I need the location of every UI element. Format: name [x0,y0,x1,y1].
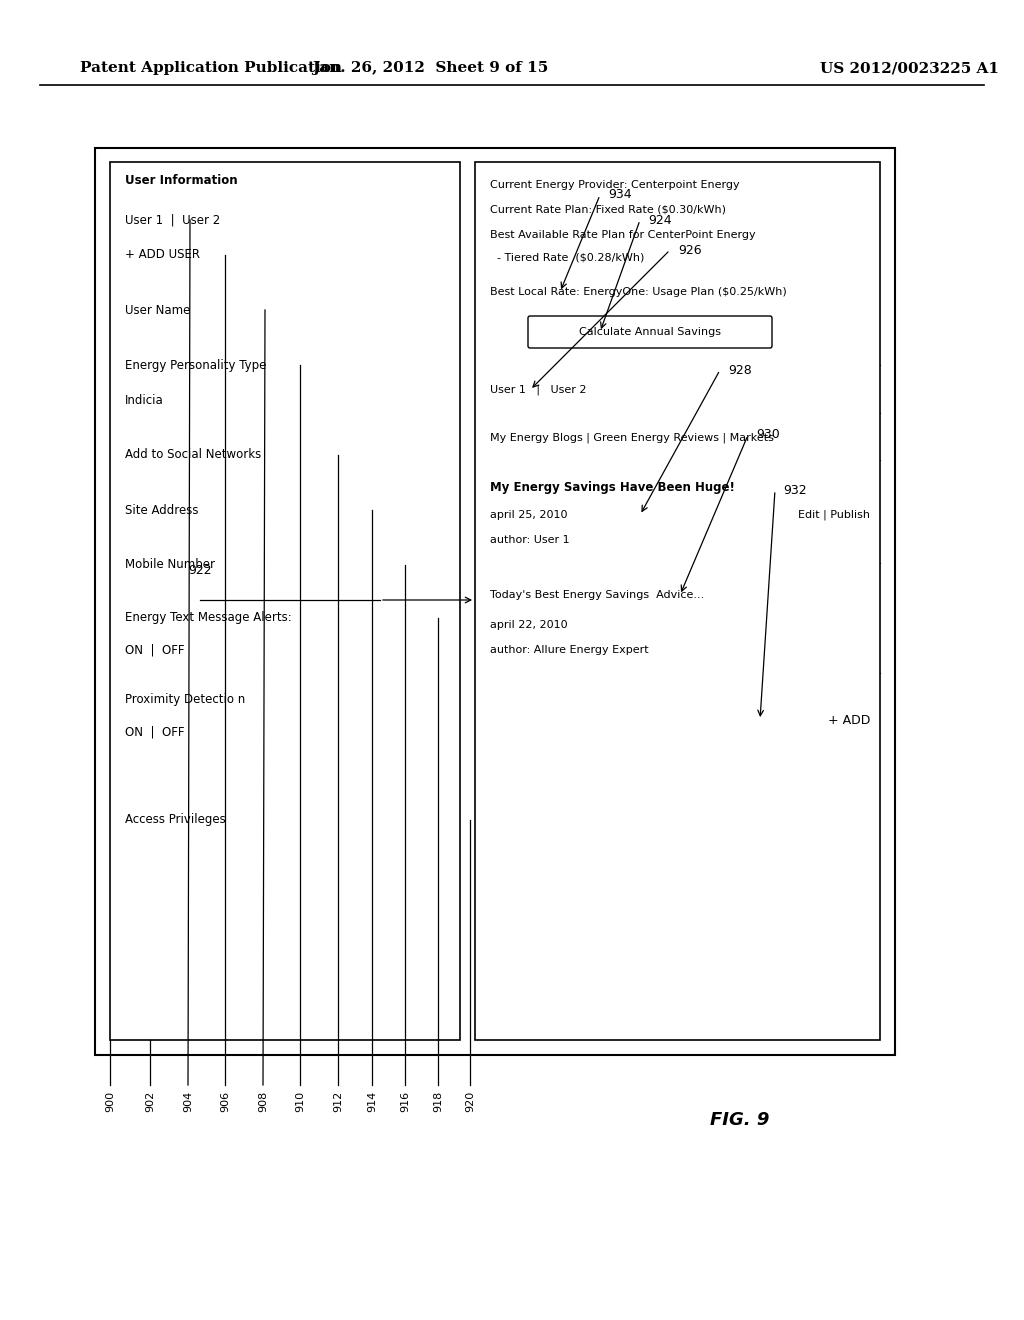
Text: 910: 910 [295,1092,305,1113]
Text: 926: 926 [678,243,701,256]
Text: Today's Best Energy Savings  Advice...: Today's Best Energy Savings Advice... [490,590,705,601]
Text: - Tiered Rate  ($0.28/kWh): - Tiered Rate ($0.28/kWh) [490,253,644,263]
Text: My Energy Blogs | Green Energy Reviews | Markets: My Energy Blogs | Green Energy Reviews |… [490,433,774,444]
Text: ON  |  OFF: ON | OFF [125,726,184,738]
Text: User Name: User Name [125,304,190,317]
Text: Energy Text Message Alerts:: Energy Text Message Alerts: [125,611,292,624]
Text: + ADD: + ADD [827,714,870,726]
Text: 930: 930 [756,429,779,441]
Text: Site Address: Site Address [125,503,199,516]
Text: 918: 918 [433,1092,443,1113]
Text: 904: 904 [183,1092,193,1113]
Text: Jan. 26, 2012  Sheet 9 of 15: Jan. 26, 2012 Sheet 9 of 15 [312,61,548,75]
Text: User Information: User Information [125,173,238,186]
Text: My Energy Savings Have Been Huge!: My Energy Savings Have Been Huge! [490,482,735,495]
Text: Edit | Publish: Edit | Publish [798,510,870,520]
Text: Mobile Number: Mobile Number [125,558,215,572]
Text: 934: 934 [608,189,632,202]
Text: author: User 1: author: User 1 [490,535,569,545]
Text: 902: 902 [145,1092,155,1113]
Text: US 2012/0023225 A1: US 2012/0023225 A1 [820,61,999,75]
Text: Current Rate Plan: Fixed Rate ($0.30/kWh): Current Rate Plan: Fixed Rate ($0.30/kWh… [490,205,726,215]
Bar [110,162,460,1040]
Text: author: Allure Energy Expert: author: Allure Energy Expert [490,645,648,655]
Bar [95,148,895,1055]
Text: 914: 914 [367,1092,377,1113]
Text: Add to Social Networks: Add to Social Networks [125,449,261,462]
Bar [475,162,880,1040]
Text: User 1   |   User 2: User 1 | User 2 [490,384,587,395]
Text: Energy Personality Type: Energy Personality Type [125,359,266,371]
Text: 912: 912 [333,1092,343,1113]
Text: 932: 932 [783,483,807,496]
FancyBboxPatch shape [528,315,772,348]
Text: Best Available Rate Plan for CenterPoint Energy: Best Available Rate Plan for CenterPoint… [490,230,756,240]
Text: 906: 906 [220,1092,230,1113]
Text: Current Energy Provider: Centerpoint Energy: Current Energy Provider: Centerpoint Ene… [490,180,739,190]
Text: 928: 928 [728,363,752,376]
Text: april 25, 2010: april 25, 2010 [490,510,567,520]
Text: Access Privileges: Access Privileges [125,813,225,826]
Text: 908: 908 [258,1092,268,1113]
Text: 922: 922 [188,564,212,577]
Text: User 1  |  User 2: User 1 | User 2 [125,214,220,227]
Text: 924: 924 [648,214,672,227]
Text: ON  |  OFF: ON | OFF [125,644,184,656]
Text: 900: 900 [105,1092,115,1113]
Text: 920: 920 [465,1092,475,1113]
Text: Best Local Rate: EnergyOne: Usage Plan ($0.25/kWh): Best Local Rate: EnergyOne: Usage Plan (… [490,286,786,297]
Text: 916: 916 [400,1092,410,1113]
Text: Indicia: Indicia [125,393,164,407]
Text: FIG. 9: FIG. 9 [711,1111,770,1129]
Text: april 22, 2010: april 22, 2010 [490,620,567,630]
Text: + ADD USER: + ADD USER [125,248,200,261]
Text: Patent Application Publication: Patent Application Publication [80,61,342,75]
Text: Proximity Detectio n: Proximity Detectio n [125,693,246,706]
Text: Calculate Annual Savings: Calculate Annual Savings [579,327,721,337]
